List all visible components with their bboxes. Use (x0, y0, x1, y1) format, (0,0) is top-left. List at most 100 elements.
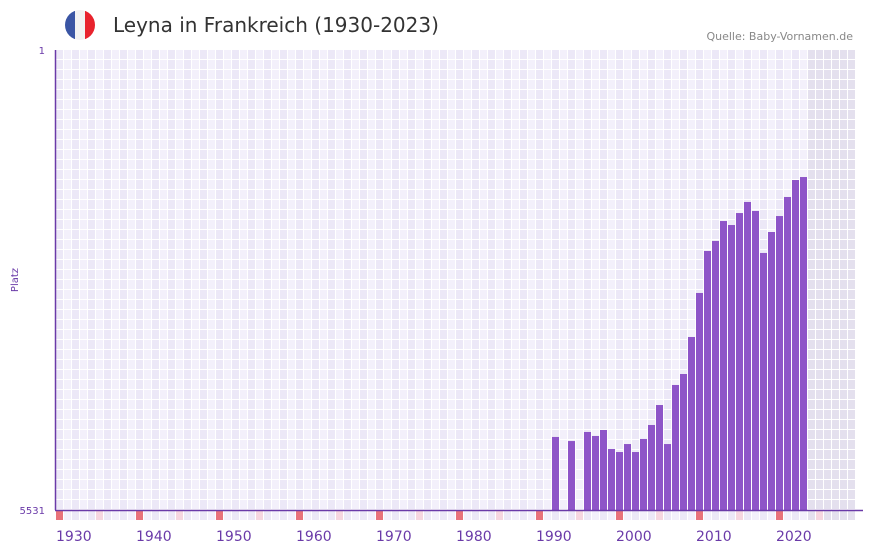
grid-cell (456, 220, 463, 229)
grid-cell (400, 180, 407, 189)
grid-cell (416, 50, 423, 59)
grid-cell (472, 290, 479, 299)
grid-cell (672, 310, 679, 319)
grid-cell (176, 390, 183, 399)
grid-cell (248, 460, 255, 469)
grid-cell (152, 350, 159, 359)
grid-cell (296, 90, 303, 99)
grid-cell (704, 240, 711, 249)
grid-cell (600, 180, 607, 189)
grid-cell (296, 400, 303, 409)
bar-2001 (624, 444, 631, 510)
grid-cell (416, 300, 423, 309)
grid-cell (464, 240, 471, 249)
grid-cell (368, 210, 375, 219)
grid-cell (648, 140, 655, 149)
grid-cell (80, 420, 87, 429)
grid-cell (240, 80, 247, 89)
year-marker (192, 511, 199, 520)
grid-cell (232, 370, 239, 379)
grid-cell (632, 310, 639, 319)
grid-cell (120, 340, 127, 349)
grid-cell (632, 360, 639, 369)
grid-cell (312, 360, 319, 369)
grid-cell (424, 160, 431, 169)
grid-cell (56, 400, 63, 409)
grid-cell (608, 50, 615, 59)
grid-cell (712, 50, 719, 59)
grid-cell (400, 190, 407, 199)
grid-cell (472, 460, 479, 469)
grid-cell (264, 240, 271, 249)
grid-cell (72, 140, 79, 149)
grid-cell (840, 230, 847, 239)
grid-cell (248, 150, 255, 159)
grid-cell (120, 100, 127, 109)
grid-cell (248, 380, 255, 389)
grid-cell (488, 470, 495, 479)
grid-cell (392, 360, 399, 369)
grid-cell (120, 390, 127, 399)
grid-cell (400, 490, 407, 499)
grid-cell (288, 60, 295, 69)
grid-cell (600, 230, 607, 239)
grid-cell (464, 90, 471, 99)
grid-cell (632, 110, 639, 119)
grid-cell (584, 160, 591, 169)
grid-cell (248, 270, 255, 279)
grid-cell (448, 480, 455, 489)
grid-cell (376, 200, 383, 209)
grid-cell (840, 50, 847, 59)
grid-cell (672, 110, 679, 119)
grid-cell (128, 340, 135, 349)
grid-cell (832, 430, 839, 439)
year-marker (832, 511, 839, 520)
grid-cell (128, 370, 135, 379)
grid-cell (848, 140, 855, 149)
year-marker (640, 511, 647, 520)
grid-cell (744, 150, 751, 159)
grid-cell (328, 230, 335, 239)
grid-cell (456, 250, 463, 259)
grid-cell (640, 350, 647, 359)
grid-cell (512, 180, 519, 189)
grid-cell (584, 200, 591, 209)
grid-cell (176, 200, 183, 209)
grid-cell (400, 150, 407, 159)
grid-cell (520, 110, 527, 119)
grid-cell (576, 230, 583, 239)
grid-cell (168, 60, 175, 69)
grid-cell (360, 330, 367, 339)
grid-cell (408, 160, 415, 169)
grid-cell (120, 490, 127, 499)
grid-cell (808, 170, 815, 179)
grid-cell (256, 220, 263, 229)
grid-cell (296, 70, 303, 79)
grid-cell (832, 490, 839, 499)
grid-cell (248, 100, 255, 109)
grid-cell (184, 390, 191, 399)
grid-cell (800, 100, 807, 109)
grid-cell (56, 290, 63, 299)
grid-cell (416, 210, 423, 219)
grid-cell (72, 60, 79, 69)
grid-cell (840, 210, 847, 219)
grid-cell (448, 370, 455, 379)
grid-cell (608, 390, 615, 399)
grid-cell (184, 200, 191, 209)
grid-cell (240, 310, 247, 319)
grid-cell (152, 340, 159, 349)
year-marker (136, 511, 143, 520)
grid-cell (408, 400, 415, 409)
grid-cell (800, 80, 807, 89)
grid-cell (224, 460, 231, 469)
grid-cell (496, 270, 503, 279)
grid-cell (248, 400, 255, 409)
grid-cell (104, 80, 111, 89)
grid-cell (120, 120, 127, 129)
grid-cell (632, 270, 639, 279)
grid-cell (280, 270, 287, 279)
grid-cell (392, 410, 399, 419)
grid-cell (288, 50, 295, 59)
grid-cell (736, 110, 743, 119)
